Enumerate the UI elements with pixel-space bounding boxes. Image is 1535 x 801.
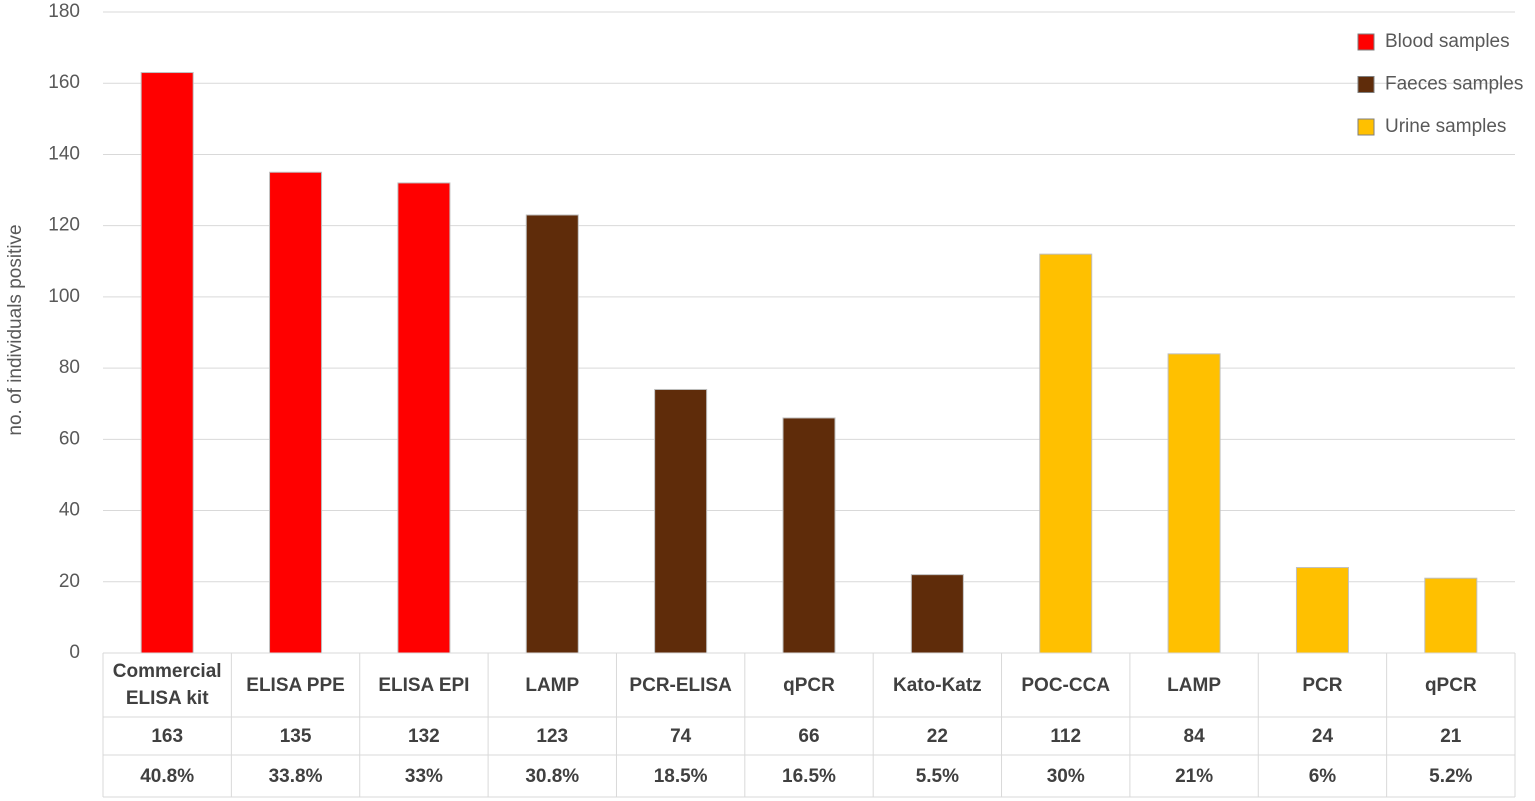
table-percentage: 30.8% (525, 765, 580, 787)
table-value: 74 (670, 725, 692, 747)
table-value: 24 (1311, 725, 1334, 747)
bar (1167, 353, 1221, 654)
y-tick-label: 80 (59, 357, 80, 378)
bar (269, 171, 323, 654)
table-percentage: 6% (1308, 765, 1337, 787)
table-percentage: 21% (1175, 765, 1214, 787)
x-tick-label: LAMP (1167, 674, 1221, 696)
x-tick-label: PCR (1302, 674, 1343, 696)
x-tick-label: qPCR (1424, 674, 1477, 696)
table-percentage: 5.2% (1429, 765, 1473, 787)
bar (140, 72, 194, 654)
legend-swatch (1357, 33, 1375, 51)
bar (782, 417, 836, 654)
bar (910, 574, 964, 654)
y-tick-label: 20 (59, 571, 80, 592)
bar (654, 388, 708, 654)
legend-label: Faeces samples (1385, 74, 1523, 95)
bar (1424, 577, 1478, 654)
x-tick-label: PCR-ELISA (629, 674, 732, 696)
table-value: 66 (798, 725, 820, 747)
bar (397, 182, 451, 654)
bar (525, 214, 579, 654)
x-tick-label: POC-CCA (1021, 674, 1111, 696)
x-tick-label: ELISA EPI (378, 674, 470, 696)
table-percentage: 5.5% (915, 765, 959, 787)
y-tick-label: 140 (48, 143, 80, 164)
table-percentage: 18.5% (653, 765, 708, 787)
y-tick-label: 100 (48, 286, 80, 307)
y-tick-label: 60 (59, 428, 80, 449)
bar (1295, 567, 1349, 654)
table-value: 22 (926, 725, 948, 747)
table-percentage: 33% (404, 765, 443, 787)
bar (1039, 253, 1093, 654)
x-tick-label: ELISA PPE (246, 674, 345, 696)
x-tick-label: Commercial ELISA kit (112, 661, 222, 709)
table-value: 163 (151, 725, 184, 747)
x-tick-label: qPCR (783, 674, 835, 696)
legend-swatch (1357, 118, 1375, 136)
legend-label: Blood samples (1385, 31, 1510, 52)
legend-label: Urine samples (1385, 116, 1506, 137)
table-value: 132 (408, 725, 440, 747)
table-value: 84 (1183, 725, 1205, 747)
table-value: 135 (279, 725, 312, 747)
x-tick-label: LAMP (525, 674, 580, 696)
y-tick-label: 120 (48, 215, 80, 236)
table-percentage: 40.8% (140, 765, 195, 787)
y-axis-label: no. of individuals positive (5, 224, 26, 435)
table-value: 21 (1440, 725, 1462, 747)
y-tick-label: 40 (59, 500, 80, 521)
table-value: 123 (536, 725, 569, 747)
table-percentage: 33.8% (268, 765, 323, 787)
table-value: 112 (1050, 725, 1082, 747)
y-tick-label: 0 (69, 642, 80, 663)
table-percentage: 30% (1046, 765, 1085, 787)
y-tick-label: 160 (48, 72, 80, 93)
x-tick-label: Kato-Katz (893, 674, 982, 696)
table-percentage: 16.5% (782, 765, 836, 787)
legend-swatch (1357, 76, 1375, 93)
y-tick-label: 180 (48, 1, 80, 22)
